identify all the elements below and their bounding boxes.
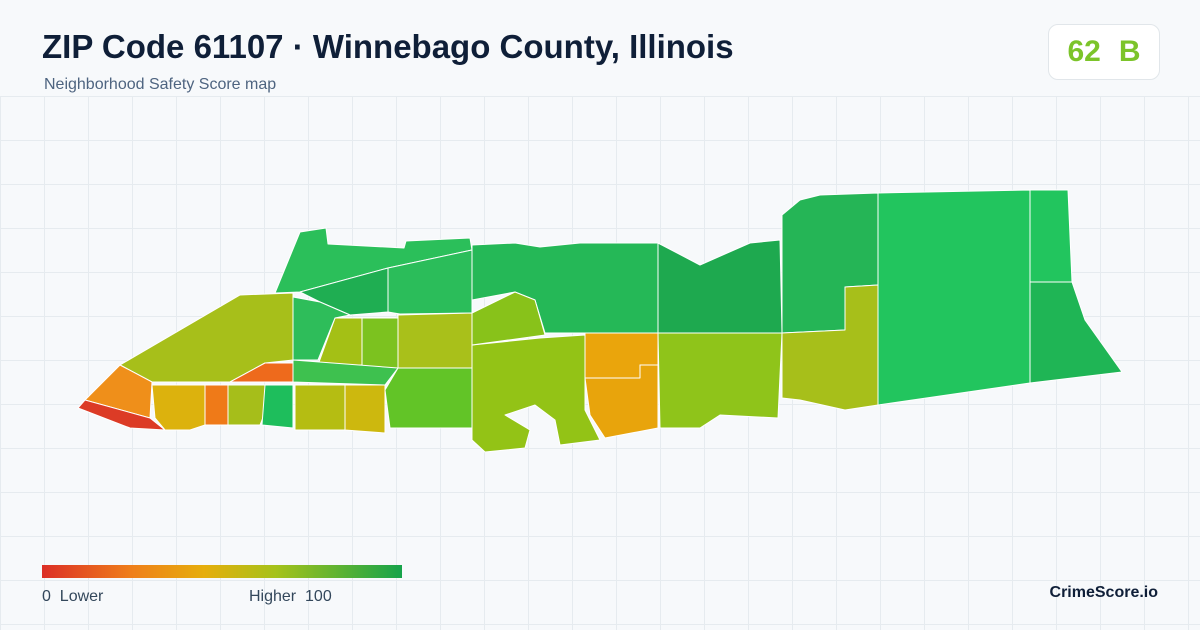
area — [294, 384, 346, 431]
area — [471, 291, 546, 346]
score-badge: 62 B — [1048, 24, 1160, 80]
area — [1029, 281, 1123, 384]
area — [657, 239, 783, 334]
legend-high: Higher 100 — [249, 588, 332, 606]
area — [229, 362, 294, 383]
area — [471, 334, 601, 453]
area — [877, 189, 1031, 406]
brand: CrimeScore.io — [1049, 584, 1158, 601]
area — [781, 284, 879, 411]
score: 62 — [1067, 35, 1101, 68]
area — [384, 367, 473, 429]
title: ZIP Code 61107 · Winnebago County, Illin… — [42, 28, 734, 65]
subtitle: Neighborhood Safety Score map — [44, 76, 277, 93]
legend-max-label: Higher — [249, 588, 297, 605]
header: ZIP Code 61107 · Winnebago County, Illin… — [0, 0, 1200, 96]
legend-min: 0 — [42, 588, 51, 605]
area — [204, 384, 229, 426]
area — [344, 384, 386, 434]
legend-low: 0 Lower — [42, 588, 103, 606]
legend-min-label: Lower — [59, 588, 104, 605]
area — [1029, 189, 1073, 283]
area — [151, 384, 206, 431]
legend-max: 100 — [305, 588, 332, 605]
area — [299, 267, 389, 316]
area — [397, 312, 473, 369]
area — [361, 317, 399, 369]
grade: B — [1118, 35, 1141, 68]
area — [261, 384, 294, 429]
area — [119, 292, 294, 383]
area — [657, 332, 783, 429]
legend-gradient — [42, 565, 402, 578]
area — [77, 399, 166, 431]
areas — [77, 189, 1123, 453]
area — [584, 364, 659, 439]
